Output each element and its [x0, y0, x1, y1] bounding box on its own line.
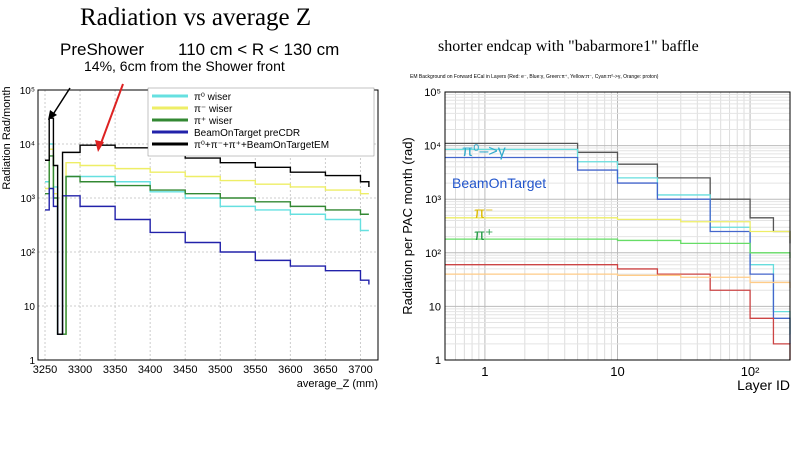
- left-series-line-0: [45, 143, 369, 335]
- right-annotation-label: π⁰–>γ: [462, 143, 506, 160]
- left-x-tick-label: 3500: [208, 364, 232, 376]
- right-y-tick-label: 1: [435, 355, 441, 367]
- left-x-tick-label: 3550: [243, 364, 267, 376]
- left-legend-label: BeamOnTarget preCDR: [194, 128, 300, 139]
- left-series-line-3: [45, 187, 370, 335]
- left-y-tick-label: 10²: [21, 248, 36, 259]
- left-legend-label: π⁻ wiser: [194, 104, 233, 115]
- right-x-tick-label: 1: [481, 364, 488, 379]
- preshower-label: PreShower: [60, 40, 145, 59]
- left-y-tick-label: 10: [24, 302, 36, 313]
- shower-arrow: [99, 83, 124, 147]
- left-y-tick-label: 1: [29, 356, 35, 367]
- left-x-axis-label: average_Z (mm): [297, 378, 378, 390]
- left-x-tick-label: 3700: [348, 364, 372, 376]
- preshower-arrow: [51, 87, 71, 117]
- left-y-tick-label: 10⁴: [20, 140, 35, 151]
- right-y-tick-label: 10⁴: [424, 141, 441, 153]
- left-x-tick-label: 3300: [68, 364, 92, 376]
- right-tick-labels: 1 10 10² 1 10 10² 10³ 10⁴ 10⁵: [424, 87, 760, 379]
- left-y-tick-label: 10⁵: [20, 86, 35, 97]
- right-series-group: [445, 142, 791, 360]
- right-x-axis-label: Layer ID: [737, 377, 790, 393]
- left-legend-label: π⁰ wiser: [194, 92, 232, 103]
- right-x-tick-label: 10: [610, 364, 624, 379]
- right-chart: EM Background on Forward ECal in Layers …: [400, 74, 791, 393]
- right-plot-frame: [444, 91, 791, 361]
- right-annotation-label: π⁻: [474, 205, 493, 222]
- left-legend-label: π⁺ wiser: [194, 116, 233, 127]
- right-series-line-5: [445, 264, 791, 360]
- left-x-tick-label: 3400: [138, 364, 162, 376]
- right-y-axis-label: Radiation per PAC month (rad): [400, 137, 415, 315]
- left-y-tick-label: 10³: [21, 194, 36, 205]
- right-series-line-3: [445, 217, 791, 240]
- left-x-tick-label: 3650: [313, 364, 337, 376]
- left-tick-labels: 3250 3300 3350 3400 3450 3500 3550 3600 3650 3700…: [20, 86, 373, 376]
- right-x-tick-label: 10²: [741, 364, 760, 379]
- left-x-tick-label: 3250: [33, 364, 57, 376]
- right-series-line-0: [445, 142, 791, 244]
- right-y-tick-label: 10³: [425, 194, 441, 206]
- shower-note: 14%, 6cm from the Shower front: [84, 58, 285, 74]
- left-series-line-1: [45, 148, 369, 335]
- right-annotations: π⁰–>γ BeamOnTarget π⁻ π⁺: [452, 143, 546, 244]
- slide-title: Radiation vs average Z: [80, 4, 312, 31]
- right-chart-caption: shorter endcap with "babarmore1" baffle: [438, 38, 699, 55]
- right-series-line-6: [445, 273, 791, 289]
- left-x-tick-label: 3450: [173, 364, 197, 376]
- preshower-arrow-head: [48, 110, 57, 120]
- left-x-tick-label: 3600: [278, 364, 302, 376]
- left-series-line-2: [45, 155, 369, 335]
- right-series-line-4: [445, 238, 791, 258]
- r-range-label: 110 cm < R < 130 cm: [178, 40, 340, 59]
- shower-arrow-head: [95, 140, 104, 152]
- right-series-line-2: [445, 156, 791, 344]
- right-annotation-label: BeamOnTarget: [452, 175, 546, 191]
- left-legend-label: π⁰+π⁻+π⁺+BeamOnTargetEM: [194, 140, 329, 151]
- left-x-tick-label: 3350: [103, 364, 127, 376]
- right-y-tick-label: 10: [429, 301, 441, 313]
- right-annotation-label: π⁺: [474, 227, 493, 244]
- right-grid: [445, 91, 790, 361]
- right-chart-title: EM Background on Forward ECal in Layers …: [410, 74, 659, 80]
- right-y-tick-label: 10²: [425, 248, 441, 260]
- left-series-group: [45, 117, 370, 335]
- right-y-tick-label: 10⁵: [424, 87, 441, 99]
- left-y-axis-label: Radiation Rad/month: [1, 86, 13, 189]
- left-chart: 3250 3300 3350 3400 3450 3500 3550 3600 3650 3700…: [1, 83, 379, 390]
